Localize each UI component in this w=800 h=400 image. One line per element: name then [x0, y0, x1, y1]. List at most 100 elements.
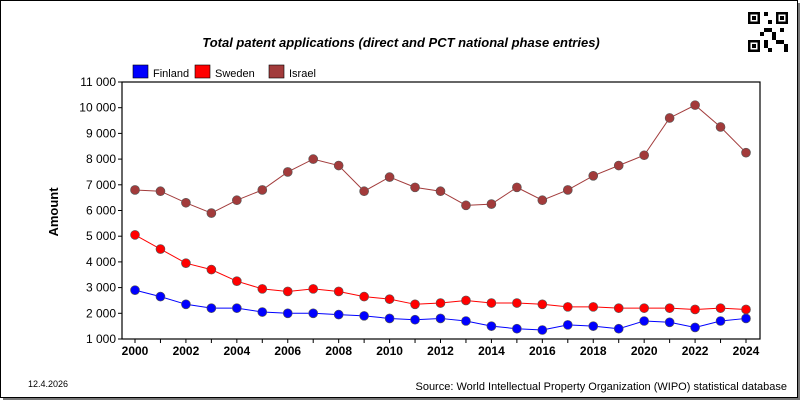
legend-swatch [268, 64, 285, 79]
y-axis-label: Amount [46, 187, 61, 237]
data-point [486, 321, 497, 331]
data-point [359, 291, 369, 302]
data-point [308, 308, 319, 319]
legend: Finland Sweden Israel [132, 64, 316, 80]
legend-entry: Finland [132, 64, 189, 80]
data-point [257, 307, 268, 317]
data-point [715, 122, 726, 132]
legend-swatch [132, 64, 149, 79]
data-point [562, 302, 573, 312]
data-point [461, 200, 471, 211]
legend-entry: Sweden [194, 64, 255, 80]
x-tick-label: 2020 [631, 344, 658, 358]
data-point [257, 284, 268, 294]
data-point [333, 160, 344, 171]
data-point [537, 325, 548, 335]
data-point [155, 186, 166, 197]
data-point [308, 284, 319, 294]
x-tick-label: 2008 [325, 344, 352, 358]
y-tick-label: 8 000 [86, 152, 116, 166]
series-line [134, 104, 747, 214]
data-point [410, 182, 420, 193]
y-tick-label: 5 000 [86, 229, 116, 243]
x-tick-label: 2004 [223, 344, 250, 358]
x-tick-label: 2018 [580, 344, 607, 358]
data-point [359, 186, 369, 197]
data-point [130, 285, 140, 295]
data-point [562, 320, 573, 330]
chart-title: Total patent applications (direct and PC… [202, 35, 600, 50]
data-point [155, 291, 166, 302]
data-point [690, 322, 700, 333]
data-point [664, 317, 675, 328]
qr-code-icon [748, 12, 788, 52]
data-point [333, 286, 344, 297]
data-point [232, 276, 242, 286]
x-tick-label: 2012 [427, 344, 454, 358]
data-point [384, 294, 395, 304]
data-point [741, 147, 751, 158]
x-tick-label: 2006 [274, 344, 301, 358]
data-point [181, 258, 191, 268]
legend-entry: Israel [268, 64, 316, 80]
data-point [155, 244, 166, 254]
data-point [308, 154, 319, 164]
y-tick-label: 10 000 [79, 101, 116, 115]
x-tick-label: 2022 [682, 344, 709, 358]
series-sweden [130, 230, 751, 315]
series-finland [130, 285, 751, 335]
data-point [410, 314, 420, 325]
y-tick-label: 2 000 [86, 306, 116, 320]
data-point [181, 299, 191, 310]
x-tick-label: 2010 [376, 344, 403, 358]
data-point [715, 316, 726, 326]
data-point [613, 303, 624, 313]
data-point [232, 195, 242, 206]
data-point [206, 208, 217, 218]
legend-label: Sweden [215, 68, 255, 80]
data-point [206, 303, 217, 313]
data-point [562, 185, 573, 195]
series-line [134, 289, 747, 331]
data-point [613, 160, 624, 171]
data-point [333, 309, 344, 320]
data-point [741, 304, 751, 315]
legend-label: Finland [153, 68, 189, 80]
source-note: Source: World Intellectual Property Orga… [415, 381, 787, 393]
data-point [282, 167, 293, 177]
print-date: 12.4.2026 [28, 379, 69, 389]
x-tick-label: 2000 [122, 344, 149, 358]
data-point [384, 172, 395, 182]
data-point [588, 171, 599, 181]
data-point [435, 186, 446, 197]
data-point [282, 286, 293, 297]
data-point [232, 303, 242, 313]
data-point [690, 304, 700, 315]
data-point [664, 113, 675, 123]
data-point [384, 313, 395, 324]
legend-swatch [194, 64, 211, 79]
data-point [715, 303, 726, 313]
data-point [435, 313, 446, 324]
data-point [741, 313, 751, 324]
data-point [537, 299, 548, 310]
data-point [130, 230, 140, 240]
data-point [613, 323, 624, 334]
data-point [461, 295, 471, 306]
series-israel [130, 100, 751, 218]
data-point [461, 316, 471, 326]
y-tick-label: 1 000 [86, 332, 116, 346]
y-tick-label: 6 000 [86, 204, 116, 218]
data-point [130, 185, 140, 195]
x-tick-label: 2024 [733, 344, 760, 358]
y-tick-label: 3 000 [86, 281, 116, 295]
data-point [410, 299, 420, 310]
data-point [435, 298, 446, 308]
data-point [206, 264, 217, 275]
data-point [486, 199, 497, 209]
data-point [359, 311, 369, 321]
y-tick-label: 4 000 [86, 255, 116, 269]
x-tick-label: 2016 [529, 344, 556, 358]
